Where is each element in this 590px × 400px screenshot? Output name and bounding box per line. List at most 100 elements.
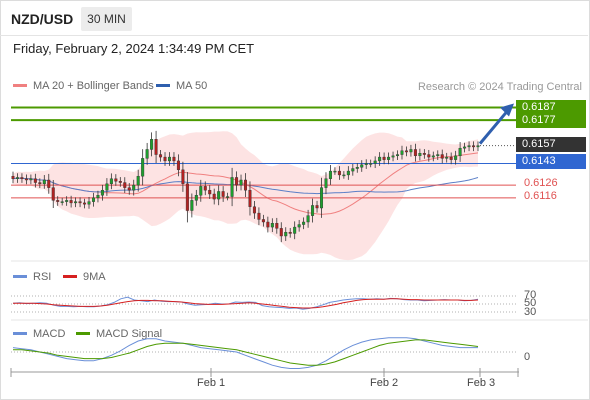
credit-text: Research © 2024 Trading Central	[417, 81, 582, 93]
legend-rsi: RSI	[13, 271, 51, 283]
candle-body	[172, 156, 176, 162]
candle-body	[56, 200, 60, 202]
rsi-level-70: 70	[524, 289, 537, 301]
candle-body	[87, 201, 91, 205]
candle-body	[136, 175, 140, 186]
legend-rsi-label: RSI	[33, 271, 52, 283]
resistance-tag-box	[516, 100, 586, 128]
resistance-2-tag: 0.6187	[522, 101, 556, 113]
candle-body	[47, 179, 51, 188]
candle-body	[449, 156, 453, 160]
candle-body	[38, 182, 42, 185]
legend-rsi-ma-label: 9MA	[83, 271, 106, 283]
macd-swatch	[13, 331, 27, 335]
candle-body	[212, 193, 216, 200]
candle-body	[302, 221, 306, 225]
candle-body	[96, 195, 100, 199]
candle-body	[11, 175, 15, 179]
candle-body	[230, 177, 234, 197]
forecast-arrow-shaft	[478, 110, 509, 145]
resistance-1-tag: 0.6177	[522, 114, 556, 126]
candle-body	[239, 179, 243, 186]
candle-body	[418, 153, 422, 157]
candle-body	[24, 178, 28, 181]
candle-body	[458, 147, 462, 157]
ma20-swatch	[13, 83, 27, 87]
candle-body	[69, 200, 73, 204]
candle-body	[427, 154, 431, 158]
candle-body	[109, 178, 113, 185]
candle-body	[141, 158, 145, 177]
candle-body	[472, 145, 476, 148]
macd-line	[12, 337, 478, 369]
candle-body	[396, 154, 400, 157]
legend-macd-label: MACD	[33, 328, 66, 340]
candle-body	[364, 163, 368, 165]
candle-body	[413, 149, 417, 157]
candle-body	[176, 160, 180, 171]
legend-macd-signal: MACD Signal	[76, 328, 162, 340]
candle-body	[154, 139, 158, 155]
candle-body	[391, 155, 395, 158]
forecast-arrow-head	[500, 103, 514, 117]
legend-rsi-ma: 9MA	[63, 271, 106, 283]
candle-body	[404, 150, 408, 153]
candle-body	[185, 183, 189, 211]
candle-body	[320, 187, 324, 209]
candle-body	[42, 179, 46, 185]
x-tick-feb1: Feb 1	[197, 377, 226, 389]
candle-body	[159, 154, 163, 158]
candle-body	[306, 215, 310, 223]
candle-body	[369, 163, 373, 165]
pivot-tag: 0.6143	[516, 154, 586, 169]
candle-body	[123, 182, 127, 188]
ma50-swatch	[156, 83, 170, 87]
candle-body	[226, 196, 230, 198]
legend-ma20: MA 20 + Bollinger Bands	[13, 80, 154, 92]
candle-body	[132, 184, 136, 191]
legend-macd: MACD	[13, 328, 65, 340]
legend-ma50-label: MA 50	[176, 80, 208, 92]
candle-body	[337, 170, 341, 176]
timeframe-badge[interactable]: 30 MIN	[81, 7, 132, 31]
candle-body	[100, 189, 104, 196]
candle-body	[248, 189, 252, 207]
candle-body	[29, 178, 33, 181]
candle-body	[261, 219, 265, 223]
candle-body	[208, 189, 212, 195]
candle-body	[203, 186, 207, 191]
x-tick-feb3: Feb 3	[467, 377, 496, 389]
candle-body	[266, 221, 270, 228]
candle-body	[127, 187, 131, 191]
candle-body	[163, 156, 167, 162]
candle-body	[288, 231, 292, 234]
rsi-ma-swatch	[63, 274, 77, 278]
candle-body	[257, 212, 261, 220]
candle-body	[315, 205, 319, 209]
candle-body	[284, 231, 288, 237]
support-1-label: 0.6126	[524, 177, 558, 189]
support-2-label: 0.6116	[524, 190, 557, 202]
candle-body	[355, 167, 359, 169]
candle-body	[297, 224, 301, 228]
macd-level-0: 0	[524, 351, 531, 363]
candle-body	[311, 205, 315, 216]
candle-body	[328, 170, 332, 179]
candle-body	[382, 156, 386, 160]
candle-body	[431, 155, 435, 158]
candle-body	[387, 156, 391, 160]
candle-body	[15, 177, 19, 179]
candle-body	[199, 186, 203, 196]
candle-body	[360, 164, 364, 168]
candle-body	[145, 149, 149, 159]
legend-macd-signal-label: MACD Signal	[96, 328, 163, 340]
candle-body	[60, 201, 64, 203]
candle-body	[181, 169, 185, 185]
candle-body	[33, 178, 37, 183]
candle-body	[293, 226, 297, 234]
candle-body	[91, 197, 95, 202]
x-tick-feb2: Feb 2	[370, 377, 399, 389]
legend-ma50: MA 50	[156, 80, 207, 92]
current-price-tag: 0.6157	[516, 137, 586, 152]
